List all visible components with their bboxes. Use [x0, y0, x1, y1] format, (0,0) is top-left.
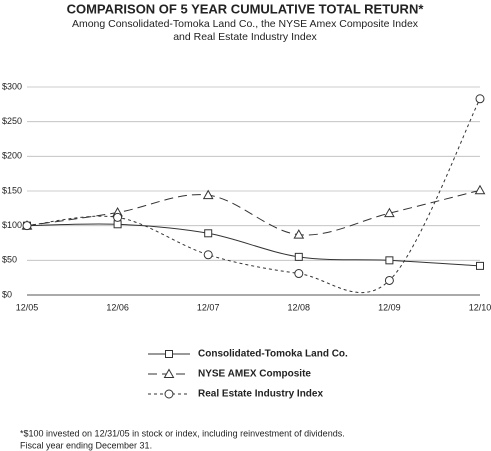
y-tick-label: $0	[2, 289, 12, 299]
data-point	[204, 229, 213, 238]
data-point	[203, 250, 213, 260]
x-tick-label: 12/05	[16, 302, 39, 312]
footnote: Fiscal year ending December 31.	[20, 440, 152, 450]
series-line	[26, 223, 481, 267]
y-tick-label: $250	[2, 116, 22, 126]
x-tick-label: 12/10	[469, 302, 491, 312]
x-tick-label: 12/09	[378, 302, 401, 312]
data-point	[202, 189, 214, 200]
x-tick-label: 12/07	[197, 302, 220, 312]
data-point	[293, 229, 305, 239]
legend-marker	[164, 389, 174, 399]
y-tick-label: $50	[2, 255, 17, 265]
data-point	[384, 207, 395, 218]
data-point	[476, 261, 484, 270]
y-tick-label: $300	[2, 81, 22, 91]
series-line	[26, 189, 481, 236]
data-point	[385, 256, 394, 265]
data-point	[22, 221, 32, 231]
data-point	[294, 269, 304, 279]
series-line	[26, 98, 481, 293]
chart-subtitle: Among Consolidated-Tomoka Land Co., the …	[72, 18, 419, 30]
x-tick-label: 12/06	[106, 302, 129, 312]
data-point	[475, 94, 485, 104]
x-tick-label: 12/08	[288, 302, 311, 312]
legend-label: Consolidated-Tomoka Land Co.	[198, 349, 348, 360]
footnote: *$100 invested on 12/31/05 in stock or i…	[20, 428, 345, 438]
legend-marker	[165, 350, 173, 358]
data-point	[384, 275, 394, 285]
data-point	[474, 184, 486, 195]
chart-title: COMPARISON OF 5 YEAR CUMULATIVE TOTAL RE…	[67, 1, 425, 16]
y-tick-label: $150	[2, 185, 22, 195]
y-tick-label: $100	[2, 220, 22, 230]
chart-subtitle: and Real Estate Industry Index	[173, 31, 317, 43]
y-tick-label: $200	[2, 151, 22, 161]
data-point	[113, 212, 123, 222]
legend-marker	[163, 368, 175, 378]
legend-label: NYSE AMEX Composite	[198, 369, 311, 380]
data-point	[294, 252, 303, 261]
legend-label: Real Estate Industry Index	[198, 389, 323, 400]
